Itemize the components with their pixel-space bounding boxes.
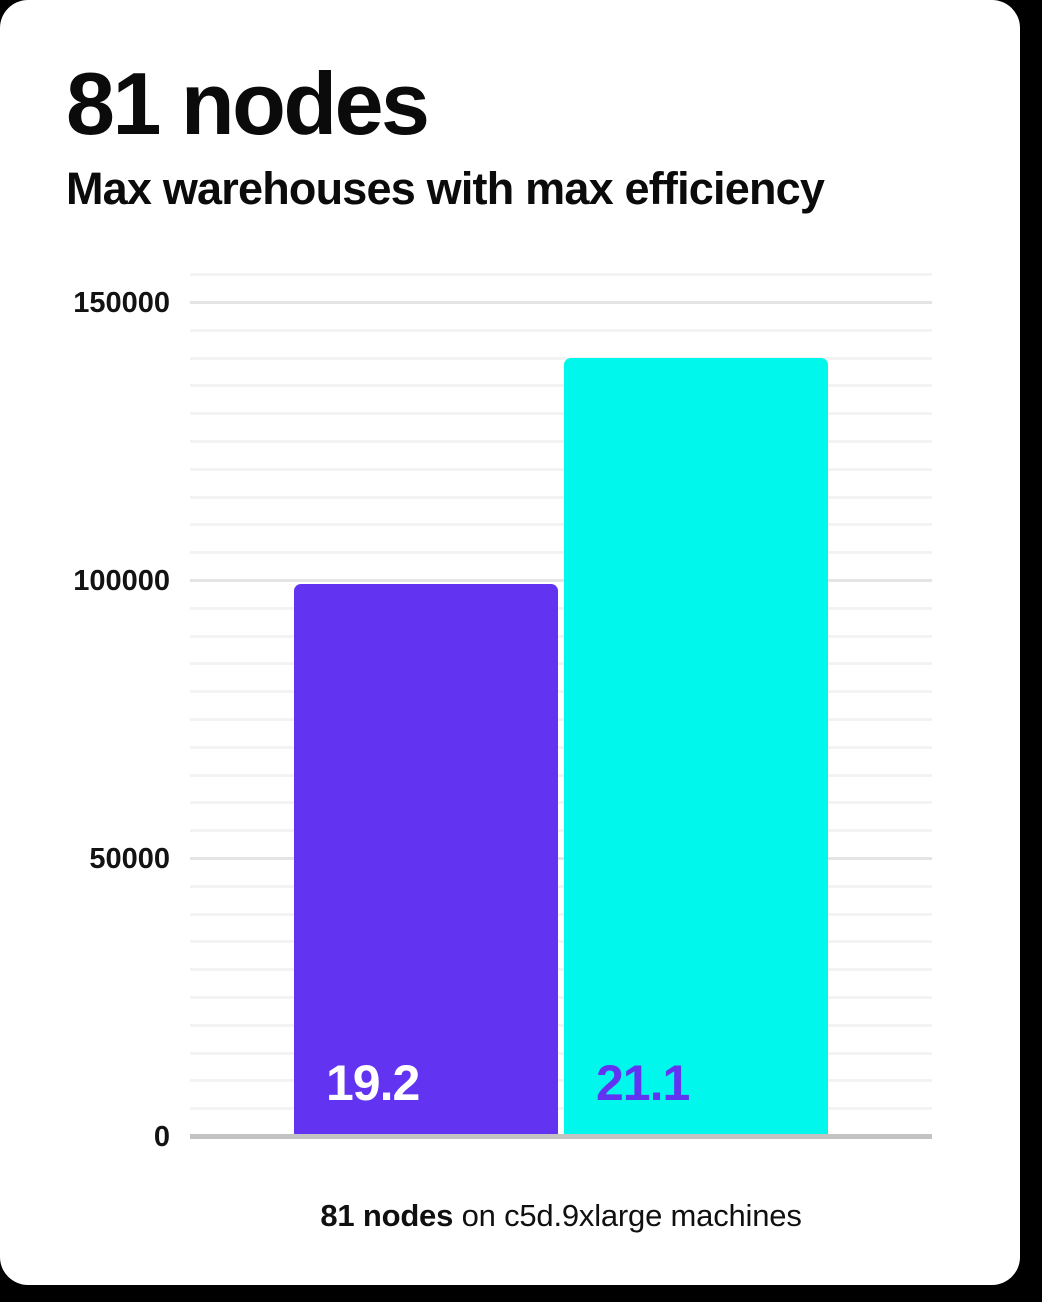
- bar: 21.1: [564, 358, 828, 1134]
- grid-line: [190, 968, 932, 972]
- grid-line: [190, 857, 932, 860]
- grid-line: [190, 301, 932, 304]
- bar: 19.2: [294, 583, 558, 1134]
- grid-line: [190, 912, 932, 916]
- grid-line: [190, 467, 932, 471]
- grid-line: [190, 356, 932, 360]
- grid-line: [190, 1051, 932, 1055]
- chart-caption: 81 nodes on c5d.9xlarge machines: [190, 1198, 932, 1234]
- y-axis-tick-label: 0: [153, 1120, 170, 1153]
- card: 81 nodes Max warehouses with max efficie…: [0, 0, 1020, 1285]
- page-title: 81 nodes: [66, 54, 430, 153]
- grid-line: [190, 523, 932, 527]
- grid-line: [190, 1079, 932, 1083]
- x-axis-line: [190, 1134, 932, 1139]
- grid-line: [190, 328, 932, 332]
- grid-line: [190, 801, 932, 805]
- bar-chart: 0 50000 100000 150000 19.2 21.1: [73, 273, 932, 1153]
- grid-line: [190, 634, 932, 638]
- grid-line: [190, 606, 932, 610]
- caption-bold-text: 81 nodes: [320, 1198, 454, 1233]
- grid-line: [190, 662, 932, 666]
- y-axis-tick-label: 150000: [73, 286, 170, 319]
- bar-value-label: 21.1: [596, 1054, 690, 1111]
- grid-line: [190, 440, 932, 443]
- grid-line: [190, 273, 932, 277]
- grid-line: [190, 718, 932, 721]
- grid-line: [190, 1107, 932, 1111]
- grid-line: [190, 495, 932, 499]
- grid-line: [190, 551, 932, 555]
- grid-line: [190, 773, 932, 777]
- grid-line: [190, 579, 932, 582]
- grid-line: [190, 745, 932, 749]
- grid-line: [190, 829, 932, 833]
- bar-value-label: 19.2: [326, 1054, 420, 1111]
- grid-line: [190, 996, 932, 999]
- caption-regular-text: on c5d.9xlarge machines: [453, 1198, 802, 1233]
- grid-line: [190, 940, 932, 944]
- y-axis-tick-label: 50000: [89, 842, 170, 875]
- grid-line: [190, 384, 932, 388]
- y-axis-tick-label: 100000: [73, 564, 170, 597]
- page-subtitle: Max warehouses with max efficiency: [66, 163, 825, 214]
- grid-line: [190, 1023, 932, 1027]
- grid-line: [190, 412, 932, 416]
- grid-line: [190, 690, 932, 694]
- grid-line: [190, 884, 932, 888]
